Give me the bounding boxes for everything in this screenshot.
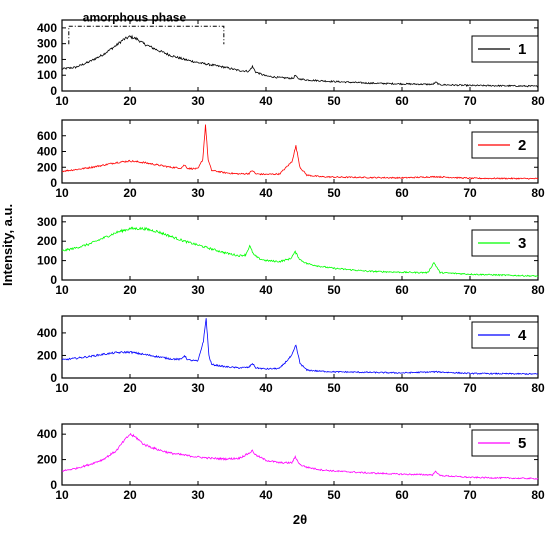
y-tick-label: 200 <box>37 160 57 174</box>
x-tick-label: 30 <box>191 488 205 502</box>
panel-3-frame <box>61 215 539 281</box>
x-tick-label: 30 <box>191 94 205 108</box>
y-tick-label: 0 <box>50 176 57 190</box>
annotation-bracket <box>68 25 225 45</box>
x-tick-label: 80 <box>531 488 545 502</box>
x-tick-label: 30 <box>191 283 205 297</box>
y-tick-label: 400 <box>37 145 57 159</box>
x-tick-label: 50 <box>327 186 341 200</box>
x-tick-label: 10 <box>55 381 69 395</box>
y-tick-label: 400 <box>37 427 57 441</box>
y-tick-label: 200 <box>37 348 57 362</box>
x-tick-label: 10 <box>55 488 69 502</box>
legend-5-label: 5 <box>518 435 526 452</box>
x-tick-label: 20 <box>123 488 137 502</box>
y-axis-title: Intensity, a.u. <box>0 204 15 286</box>
x-tick-label: 10 <box>55 283 69 297</box>
series-1-line <box>61 34 539 88</box>
x-tick-label: 30 <box>191 381 205 395</box>
x-tick-label: 70 <box>463 283 477 297</box>
y-tick-label: 200 <box>37 453 57 467</box>
y-tick-label: 100 <box>37 68 57 82</box>
x-tick-label: 20 <box>123 381 137 395</box>
y-tick-label: 400 <box>37 326 57 340</box>
series-2-line <box>61 124 539 180</box>
x-tick-label: 70 <box>463 186 477 200</box>
y-tick-label: 0 <box>50 84 57 98</box>
x-tick-label: 20 <box>123 94 137 108</box>
y-tick-label: 100 <box>37 254 57 268</box>
x-tick-label: 80 <box>531 381 545 395</box>
y-tick-label: 600 <box>37 129 57 143</box>
y-tick-label: 0 <box>50 478 57 492</box>
legend-4-label: 4 <box>518 327 527 344</box>
series-4-line <box>61 318 539 376</box>
x-tick-label: 10 <box>55 94 69 108</box>
x-tick-label: 40 <box>259 283 273 297</box>
x-tick-label: 70 <box>463 488 477 502</box>
x-tick-label: 60 <box>395 283 409 297</box>
x-tick-label: 50 <box>327 283 341 297</box>
panel-4-frame <box>61 315 539 379</box>
legend-2-label: 2 <box>518 137 526 154</box>
x-tick-label: 20 <box>123 283 137 297</box>
y-tick-label: 300 <box>37 215 57 229</box>
x-tick-label: 80 <box>531 283 545 297</box>
x-tick-label: 60 <box>395 381 409 395</box>
y-tick-label: 0 <box>50 371 57 385</box>
y-tick-label: 300 <box>37 37 57 51</box>
x-tick-label: 40 <box>259 488 273 502</box>
y-tick-label: 0 <box>50 273 57 287</box>
x-tick-label: 40 <box>259 94 273 108</box>
y-tick-label: 200 <box>37 52 57 66</box>
x-tick-label: 80 <box>531 186 545 200</box>
x-tick-label: 40 <box>259 381 273 395</box>
y-tick-label: 200 <box>37 234 57 248</box>
x-tick-label: 50 <box>327 381 341 395</box>
panel-5-frame <box>61 423 539 486</box>
panel-2-frame <box>61 119 539 184</box>
x-tick-label: 50 <box>327 94 341 108</box>
legend-1-label: 1 <box>518 41 526 58</box>
y-tick-label: 400 <box>37 21 57 35</box>
x-tick-label: 40 <box>259 186 273 200</box>
x-tick-label: 70 <box>463 94 477 108</box>
legend-3-label: 3 <box>518 235 526 252</box>
x-tick-label: 80 <box>531 94 545 108</box>
x-tick-label: 60 <box>395 186 409 200</box>
x-axis-title: 2θ <box>293 512 307 527</box>
annotation-label: amorphous phase <box>83 10 187 24</box>
x-tick-label: 50 <box>327 488 341 502</box>
x-tick-label: 10 <box>55 186 69 200</box>
panel-1-frame <box>61 19 539 92</box>
series-5-line <box>61 432 539 480</box>
x-tick-label: 30 <box>191 186 205 200</box>
x-tick-label: 60 <box>395 94 409 108</box>
x-tick-label: 60 <box>395 488 409 502</box>
x-tick-label: 20 <box>123 186 137 200</box>
series-3-line <box>61 226 539 278</box>
x-tick-label: 70 <box>463 381 477 395</box>
